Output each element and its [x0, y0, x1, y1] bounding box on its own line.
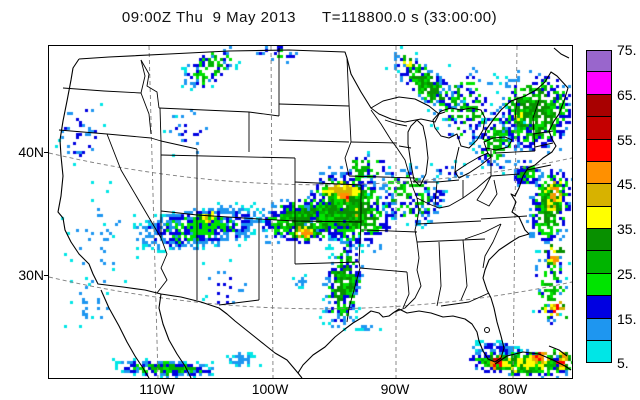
graticule: [49, 46, 572, 378]
colorbar-cell: [586, 183, 612, 207]
lon-tick-label: 110W: [139, 381, 175, 397]
colorbar-cell: [586, 50, 612, 73]
colorbar-tick-label: 15.: [617, 310, 637, 327]
colorbar-cell: [586, 116, 612, 140]
meridian-100w: [270, 46, 274, 378]
meridian-110w: [148, 46, 159, 378]
lake-ontario: [483, 136, 513, 151]
colorbar-cell: [586, 160, 612, 185]
lon-tick-label: 90W: [380, 381, 410, 397]
lat-tick-label: 30N: [18, 267, 44, 283]
colorbar-cell: [586, 295, 612, 319]
colorbar-tick-label: 55.: [617, 131, 637, 148]
coastline: [57, 47, 572, 378]
colorbar-tick-label: 25.: [617, 265, 637, 282]
colorbar-tick-label: 35.: [617, 221, 637, 238]
lake-okeechobee: [484, 327, 490, 333]
colorbar-cell: [586, 138, 612, 162]
baja-coast: [100, 289, 150, 378]
valid-time-label: 09:00Z Thu 9 May 2013: [121, 9, 297, 26]
lat-tick-30n: [44, 275, 49, 276]
colorbar-cell: [586, 71, 612, 95]
cuba-coast-2: [548, 345, 568, 357]
lake-erie: [454, 152, 492, 179]
colorbar-tick-label: 75.: [617, 42, 637, 58]
parallel-40n: [49, 152, 572, 186]
mexico-gulf-coast: [297, 372, 303, 378]
colorbar-tick-label: 65.: [617, 86, 637, 103]
superior-huron-link: [438, 111, 446, 115]
parallel-30n: [49, 276, 572, 310]
colorbar-cell: [586, 339, 612, 364]
lake-superior: [370, 96, 440, 123]
forecast-time-label: T=118800.0 s (33:00:00): [322, 9, 498, 26]
lake-michigan: [407, 119, 429, 187]
maritimes-coast: [553, 47, 570, 59]
lat-tick-label: 40N: [18, 144, 44, 160]
lat-tick-40n: [44, 152, 49, 153]
colorbar-cell: [586, 228, 612, 252]
state-boundaries: [58, 48, 554, 323]
colorbar-cell: [586, 272, 612, 297]
gulf-of-california-coast: [158, 293, 192, 378]
st-clair-link: [454, 146, 460, 173]
canada-border-east: [482, 71, 569, 141]
niagara-link: [485, 147, 489, 155]
map-frame: [48, 45, 573, 379]
canada-border-west: [78, 49, 372, 109]
meridian-80w: [512, 46, 518, 378]
colorbar-cell: [586, 317, 612, 341]
great-lakes: [370, 96, 513, 333]
radar-echo-canvas: [49, 46, 572, 378]
lake-huron: [432, 107, 486, 149]
colorbar-cell: [586, 250, 612, 274]
colorbar-tick-label: 5.: [617, 355, 629, 372]
plot-title: 09:00Z Thu 9 May 2013 T=118800.0 s (33:00…: [48, 8, 571, 28]
cuba-coast: [494, 351, 572, 371]
lon-tick-label: 100W: [251, 381, 289, 397]
lon-tick-label: 80W: [498, 381, 528, 397]
us-basemap: [49, 46, 572, 378]
colorbar-tick-label: 45.: [617, 176, 637, 193]
long-island: [526, 164, 552, 171]
conus-coast: [57, 58, 569, 374]
colorbar-cell: [586, 205, 612, 230]
colorbar-cell: [586, 93, 612, 118]
